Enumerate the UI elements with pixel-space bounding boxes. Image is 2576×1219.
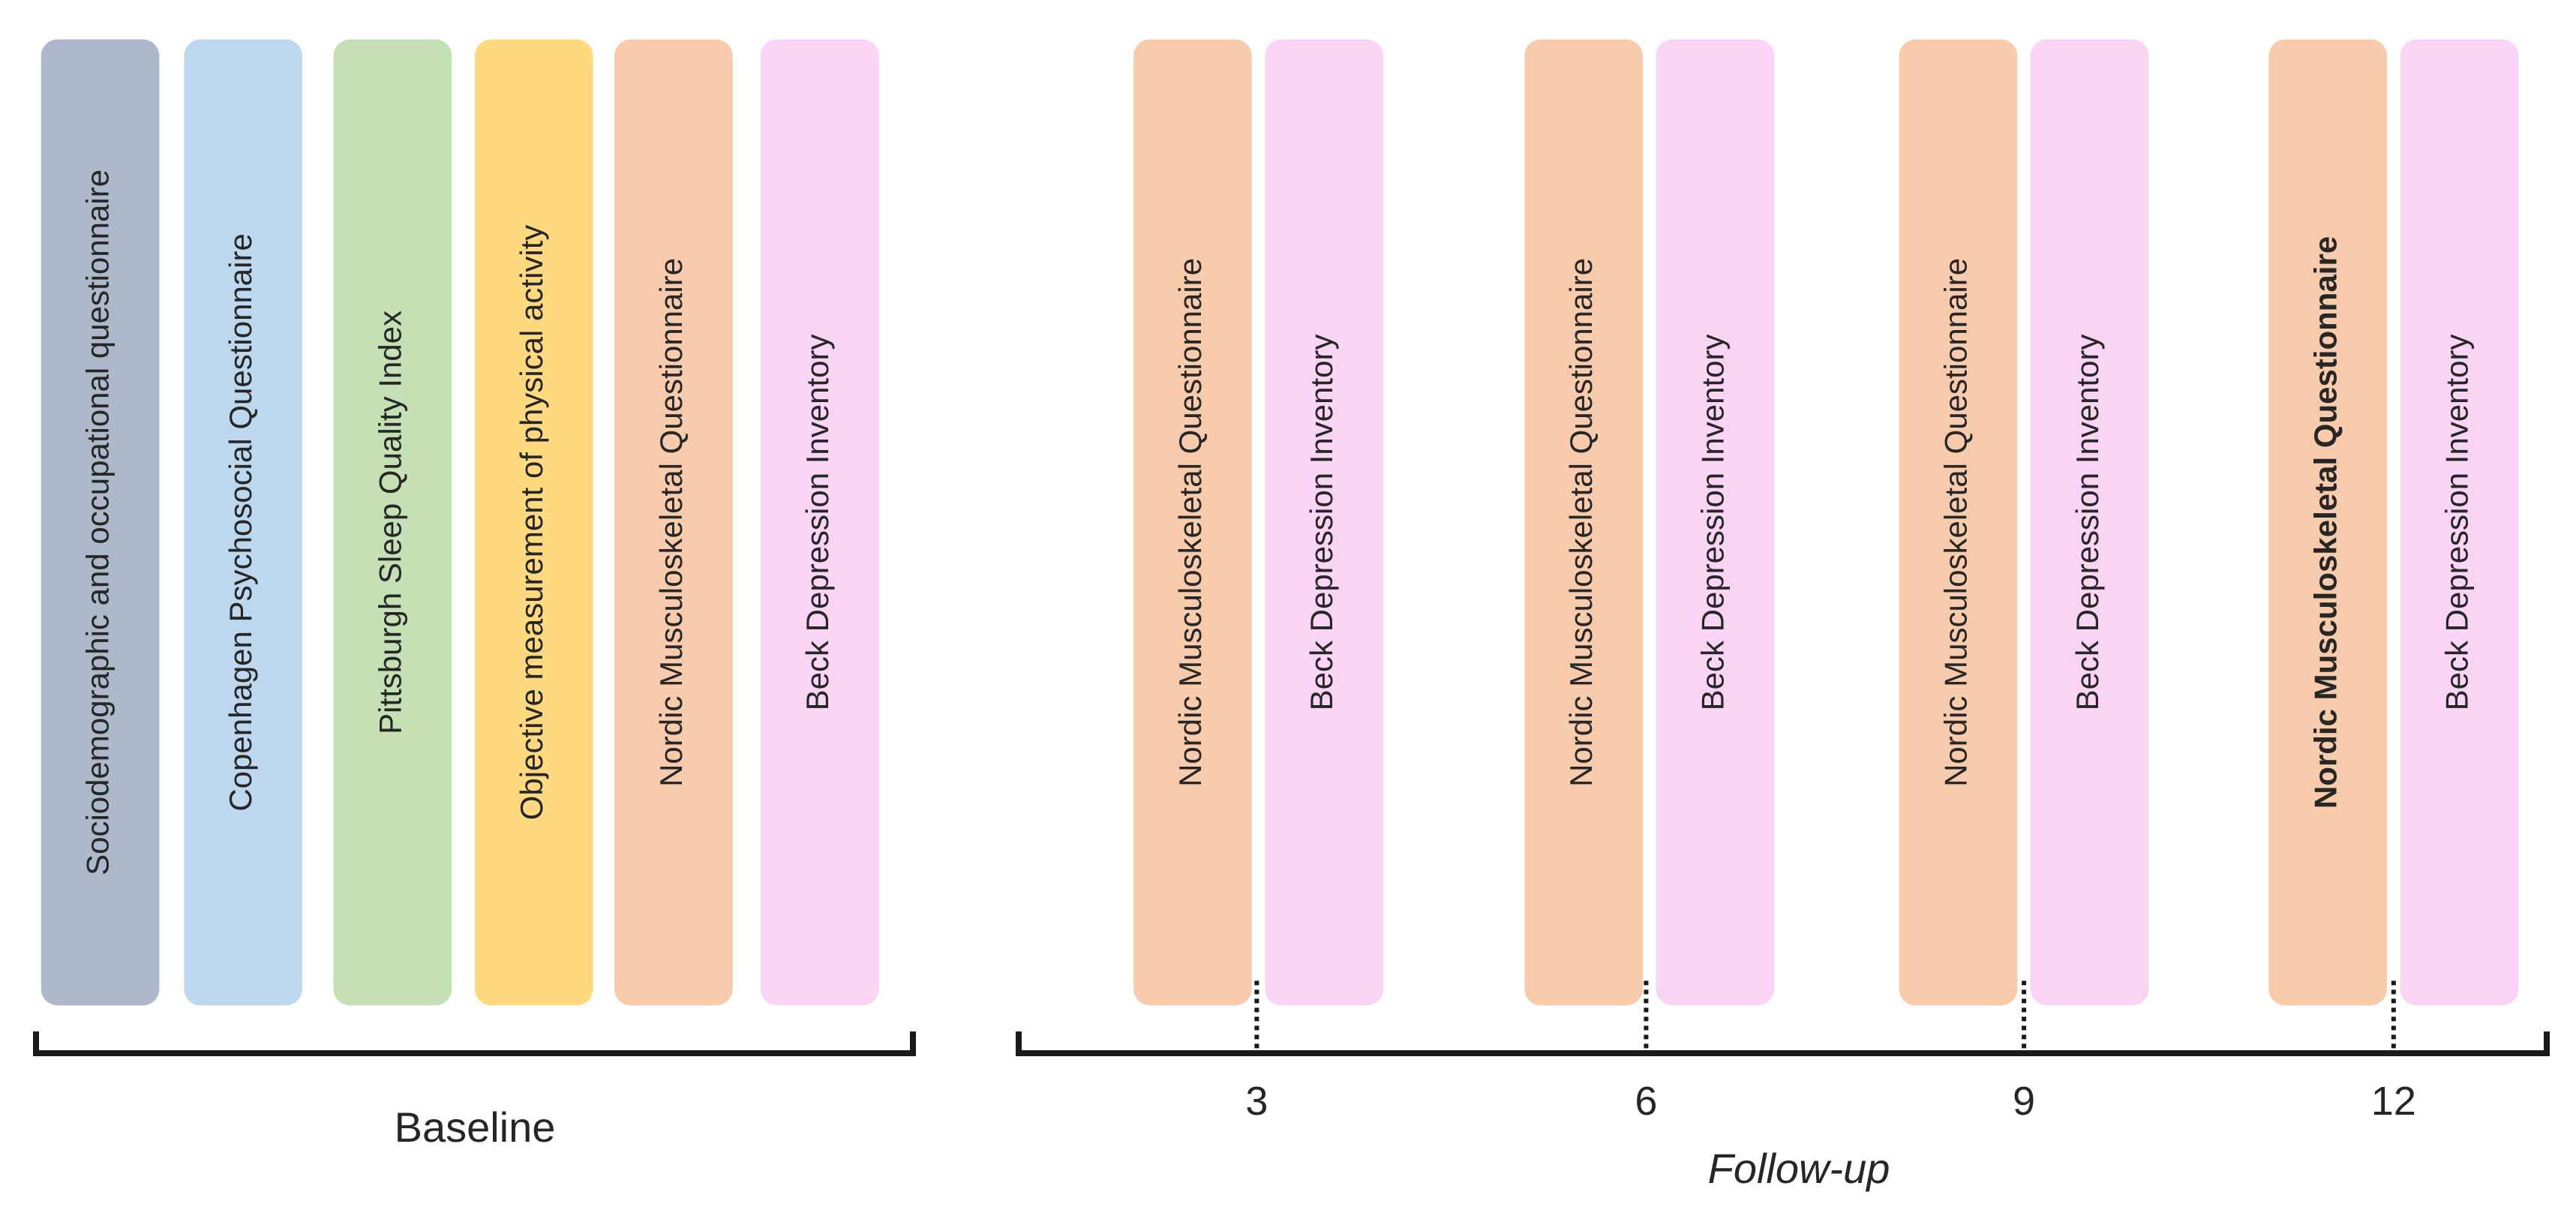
item-box [474, 39, 593, 1006]
month-label: 6 [1635, 1079, 1657, 1124]
item-label: Beck Depression Inventory [1304, 334, 1339, 710]
month-label: 12 [2371, 1079, 2416, 1124]
item-box [41, 39, 160, 1006]
baseline-bracket [33, 1031, 916, 1056]
item-box [184, 39, 302, 1006]
follow-up-label: Follow-up [1708, 1145, 1890, 1192]
item-box [1899, 39, 2018, 1006]
bracket [1016, 1031, 2550, 1056]
item-box [333, 39, 452, 1006]
item-box [614, 39, 733, 1006]
item-box [1656, 39, 1775, 1006]
item-label: Nordic Musculoskeletal Questionnaire [1938, 258, 1974, 787]
item-label: Nordic Musculoskeletal Questionnaire [2307, 236, 2343, 809]
item-label: Beck Depression Inventory [2070, 334, 2105, 710]
follow-up-bracket [1016, 1031, 2550, 1056]
item-box [2400, 39, 2519, 1006]
month-label: 9 [2013, 1079, 2035, 1124]
item-label: Beck Depression Inventory [1695, 334, 1730, 710]
item-label: Sociodemographic and occupational questi… [80, 170, 116, 875]
item-label: Nordic Musculoskeletal Questionnaire [1563, 258, 1599, 787]
item-label: Beck Depression Inventory [2439, 334, 2475, 710]
baseline-label: Baseline [395, 1103, 556, 1151]
item-box [1133, 39, 1252, 1006]
item-label: Beck Depression Inventory [800, 334, 835, 710]
month-label: 3 [1245, 1079, 1268, 1124]
bracket [33, 1031, 916, 1056]
item-label: Objective measurement of physical activi… [514, 225, 549, 821]
item-box [760, 39, 879, 1006]
item-label: Pittsburgh Sleep Quality Index [373, 311, 408, 734]
item-label: Copenhagen Psychosocial Questionnaire [223, 233, 258, 811]
item-box [2268, 39, 2388, 1006]
item-box [1265, 39, 1383, 1006]
item-box [1524, 39, 1643, 1006]
item-label: Nordic Musculoskeletal Questionnaire [653, 258, 689, 787]
item-label: Nordic Musculoskeletal Questionnaire [1172, 258, 1208, 787]
item-box [2030, 39, 2149, 1006]
